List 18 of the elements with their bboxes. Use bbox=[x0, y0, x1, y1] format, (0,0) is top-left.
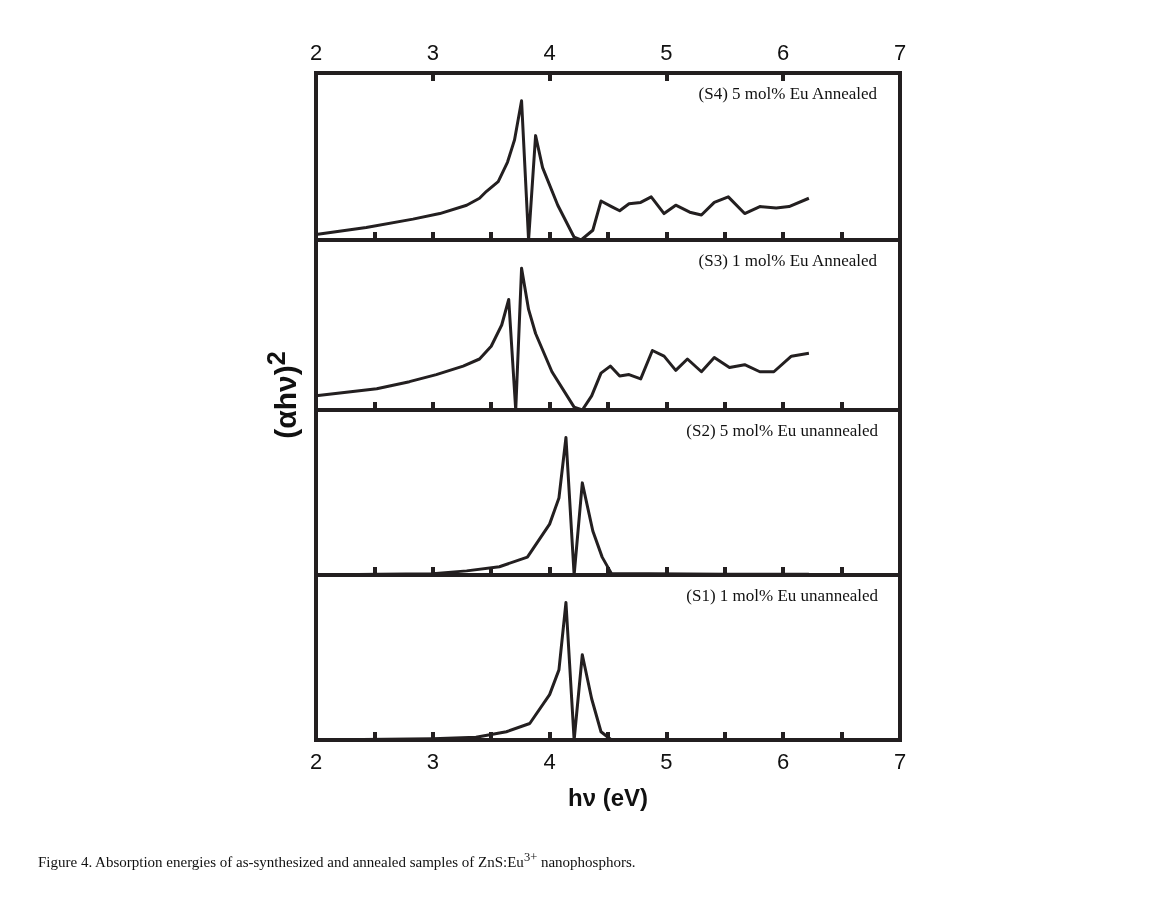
x-axis-title: hν (eV) bbox=[567, 784, 649, 812]
x-tick-label: 5 bbox=[660, 748, 673, 774]
x-tick-label: 3 bbox=[426, 748, 439, 774]
x2-tick-label: 7 bbox=[893, 39, 907, 65]
x-tick-label: 4 bbox=[543, 748, 556, 774]
x2-tick-label: 2 bbox=[309, 39, 323, 65]
text: (S3) 1 mol% Eu Annealed bbox=[698, 251, 878, 270]
text: (S4) 5 mol% Eu Annealed bbox=[698, 84, 878, 103]
caption: Figure 4. Absorption energies of as-synthesized and annealed samples of ZnS:Eu$^{3+}$ nanophosphors. bbox=[38, 850, 636, 871]
x-tick-label: 6 bbox=[777, 748, 790, 774]
x2-tick-label: 4 bbox=[543, 39, 556, 65]
x2-tick-label: 3 bbox=[426, 39, 439, 65]
text: (S1) 1 mol% Eu unannealed bbox=[686, 586, 879, 605]
x-tick-label: 2 bbox=[309, 748, 323, 774]
x2-tick-label: 6 bbox=[777, 39, 790, 65]
x2-tick-label: 5 bbox=[660, 39, 673, 65]
text: (S2) 5 mol% Eu unannealed bbox=[686, 421, 879, 440]
x-tick-label: 7 bbox=[893, 748, 907, 774]
